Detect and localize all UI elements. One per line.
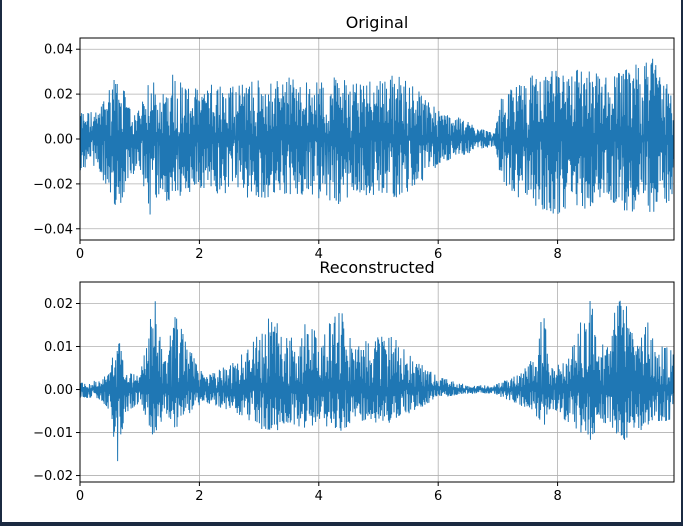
x-tick-label: 4 <box>315 489 323 504</box>
x-tick-label: 6 <box>434 489 442 504</box>
series-line <box>80 300 674 462</box>
y-tick-label: −0.01 <box>33 426 73 441</box>
y-tick-label: −0.02 <box>33 177 73 192</box>
series-line <box>80 58 674 215</box>
x-tick-label: 8 <box>553 489 561 504</box>
y-tick-label: 0.02 <box>44 88 73 103</box>
chart-title: Reconstructed <box>319 258 434 277</box>
y-tick-label: 0.00 <box>44 133 73 148</box>
axes-frame <box>79 281 675 483</box>
x-tick-label: 0 <box>76 247 84 262</box>
x-tick-label: 8 <box>553 247 561 262</box>
x-tick-label: 2 <box>195 247 203 262</box>
y-tick-label: 0.02 <box>44 297 73 312</box>
x-tick-label: 4 <box>315 247 323 262</box>
y-tick-label: −0.04 <box>33 222 73 237</box>
y-tick-label: 0.01 <box>44 340 73 355</box>
plot-original: 0 2 4 6 8 0.04 0.02 0.00 −0.02 −0.04 Original <box>33 13 675 262</box>
chart-title: Original <box>346 13 409 32</box>
y-tick-label: 0.04 <box>44 43 73 58</box>
x-tick-label: 6 <box>434 247 442 262</box>
y-tick-label: 0.00 <box>44 383 73 398</box>
x-tick-label: 2 <box>195 489 203 504</box>
plot-reconstructed: 0 2 4 6 8 0.02 0.01 0.00 −0.01 −0.02 Reconstructed <box>33 258 675 504</box>
y-tick-label: −0.02 <box>33 469 73 484</box>
x-tick-label: 0 <box>76 489 84 504</box>
